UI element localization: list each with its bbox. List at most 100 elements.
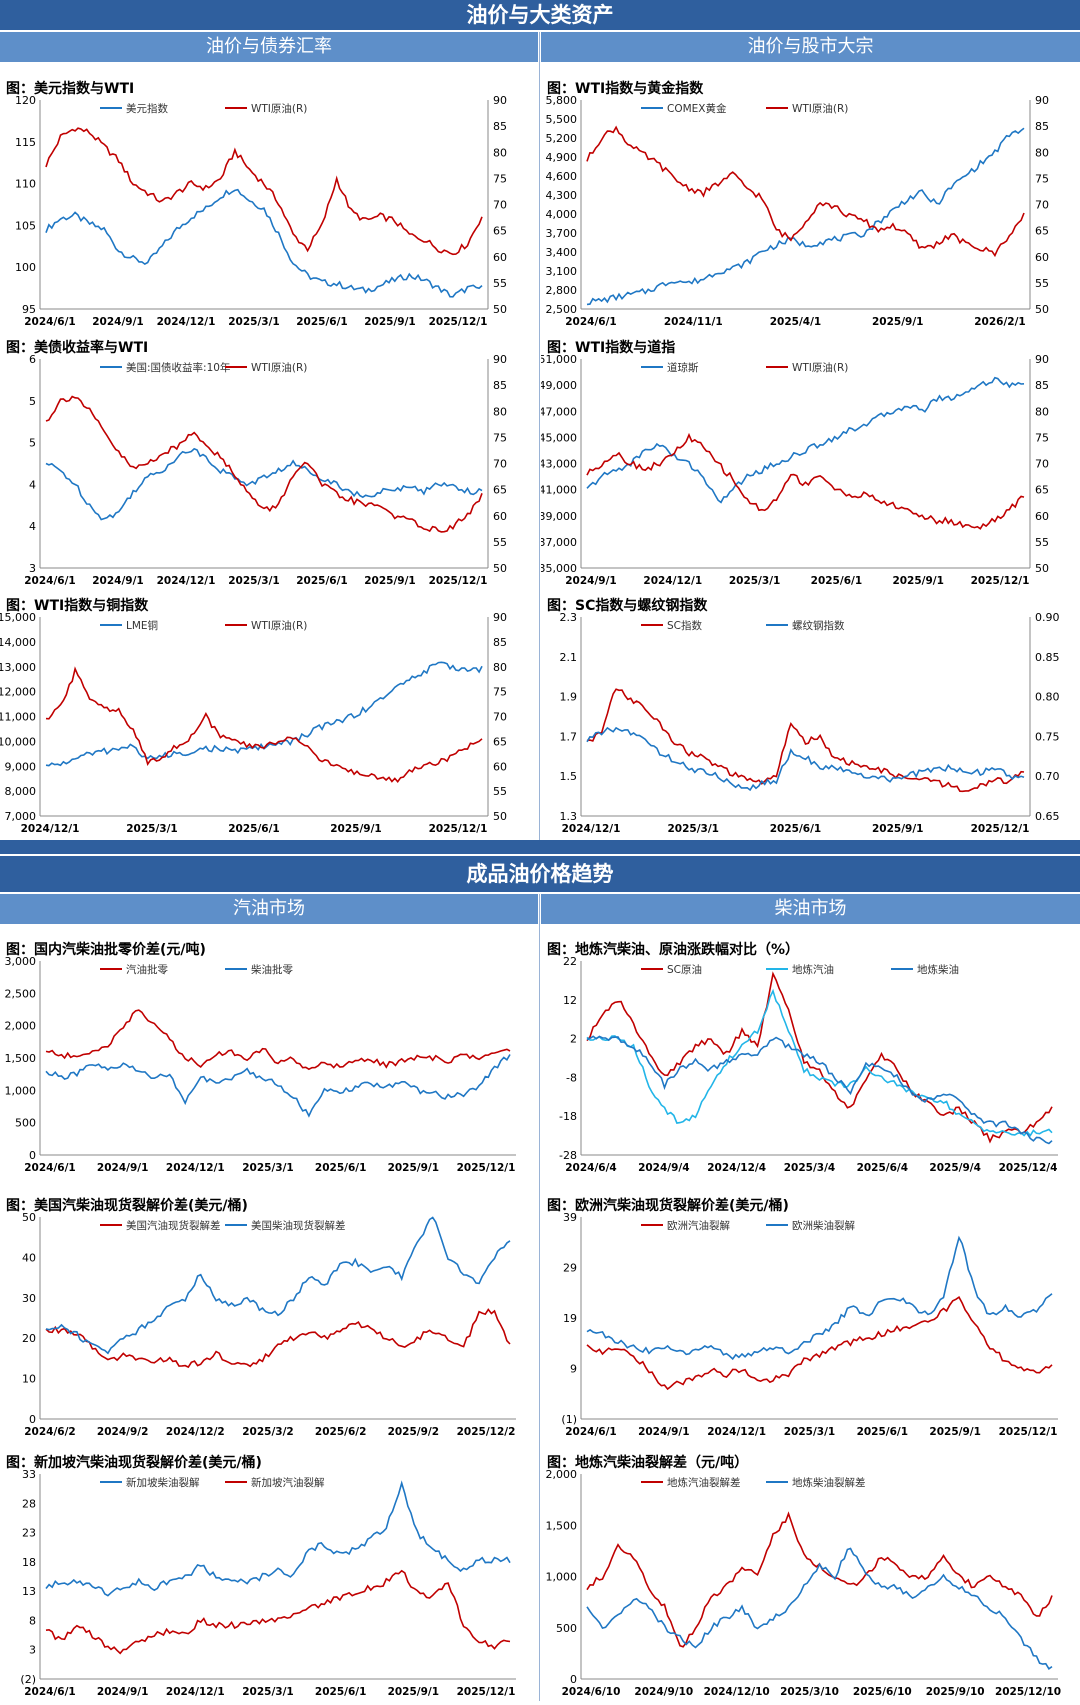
y2-tick-label: 50: [1035, 303, 1049, 316]
x-tick-label: 2025/9/1: [929, 1426, 981, 1438]
y-tick-label: 2,500: [546, 303, 578, 316]
y-tick-label: 2.1: [560, 651, 578, 664]
chart-svg: 7,000 8,000 9,000 10,000 11,000 12,000 13,000 1…: [0, 611, 507, 835]
y-tick-label: 12,000: [0, 686, 36, 699]
chart-title: 图：WTI指数与黄金指数: [547, 81, 704, 97]
y-tick-label: 11,000: [0, 711, 36, 724]
legend-label: SC指数: [667, 619, 702, 632]
x-tick-label: 2025/4/1: [770, 316, 822, 328]
legend-label: WTI原油(R): [251, 361, 307, 374]
y2-tick-label: 90: [493, 94, 507, 107]
series-line-0: [45, 447, 483, 521]
y2-tick-label: 80: [1035, 146, 1049, 159]
y-tick-label: 2,800: [546, 284, 578, 297]
y-tick-label: 9: [570, 1363, 577, 1376]
chart-title: 图：美国汽柴油现货裂解价差(美元/桶): [6, 1198, 248, 1214]
series-line-0: [586, 971, 1053, 1144]
x-tick-label: 2025/3/1: [242, 1686, 294, 1698]
y-tick-label: 1.9: [560, 691, 578, 704]
section-separator: [0, 840, 1080, 854]
y-tick-label: 3: [29, 1644, 36, 1657]
y-tick-label: 10,000: [0, 735, 36, 748]
y2-tick-label: 65: [493, 735, 507, 748]
x-tick-label: 2025/9/4: [929, 1162, 981, 1174]
series-line-2: [586, 1035, 1053, 1145]
x-tick-label: 2024/9/4: [638, 1162, 690, 1174]
x-tick-label: 2024/6/1: [24, 1162, 76, 1174]
series-line-1: [586, 726, 1025, 792]
y2-tick-label: 90: [1035, 94, 1049, 107]
chart-panel-ust-wti: 图：美债收益率与WTI 3 4 4 5 5 6 50 55 60 65 70 75 80 85 90 2024/…: [0, 335, 538, 590]
legend-label: 欧洲柴油裂解: [792, 1219, 855, 1232]
chart-panel-us-crack: 图：美国汽柴油现货裂解价差(美元/桶) 0 10 20 30 40 50 2024/6/2 20…: [0, 1193, 538, 1441]
legend-label: 地炼柴油: [917, 963, 959, 976]
x-tick-label: 2025/3/1: [729, 575, 781, 587]
chart-svg: (2) 3 8 13 18 23 28 33 2024/6/1 2024/9/1 2024/12/1…: [20, 1468, 516, 1698]
x-tick-label: 2024/12/1: [707, 1426, 766, 1438]
y2-tick-label: 65: [493, 225, 507, 238]
x-tick-label: 2025/12/1: [971, 575, 1030, 587]
chart-panel-wti-gold: 图：WTI指数与黄金指数 2,500 2,800 3,100 3,400 3,700 4,0…: [541, 76, 1080, 331]
y-tick-label: 3,400: [546, 246, 578, 259]
y2-tick-label: 0.80: [1035, 691, 1060, 704]
y-tick-label: 1,500: [5, 1052, 37, 1065]
series-line-1: [586, 432, 1025, 530]
chart-svg: 0 500 1,000 1,500 2,000 2024/6/10 2024/9/10 202…: [546, 1468, 1062, 1698]
y2-tick-label: 60: [493, 510, 507, 523]
x-tick-label: 2024/12/1: [157, 316, 216, 328]
y2-tick-label: 0.70: [1035, 770, 1060, 783]
x-tick-label: 2025/12/1: [971, 823, 1030, 835]
y2-tick-label: 75: [1035, 172, 1049, 185]
x-tick-label: 2025/3/1: [126, 823, 178, 835]
y-tick-label: 33: [22, 1468, 36, 1481]
y-tick-label: 4,000: [546, 208, 578, 221]
series-line-0: [586, 127, 1025, 306]
legend-label: 新加坡柴油裂解: [126, 1476, 200, 1489]
y-tick-label: 4,300: [546, 189, 578, 202]
series-line-0: [586, 1511, 1053, 1648]
x-tick-label: 2025/12/1: [429, 575, 488, 587]
x-tick-label: 2025/9/1: [388, 1162, 440, 1174]
right-section-header: 油价与股市大宗: [541, 32, 1080, 62]
legend-label: WTI原油(R): [251, 102, 307, 115]
x-tick-label: 2025/3/1: [228, 575, 280, 587]
legend-label: 螺纹钢指数: [792, 619, 845, 632]
x-tick-label: 2025/9/1: [364, 575, 416, 587]
x-tick-label: 2026/2/1: [974, 316, 1026, 328]
legend-label: COMEX黄金: [667, 102, 727, 115]
legend-label: LME铜: [126, 620, 158, 632]
y-tick-label: 115: [15, 136, 36, 149]
series-line-0: [45, 1009, 511, 1071]
y2-tick-label: 70: [493, 711, 507, 724]
gasoline-section-header: 汽油市场: [0, 894, 538, 924]
x-tick-label: 2025/3/2: [242, 1426, 294, 1438]
y-tick-label: 49,000: [541, 379, 577, 392]
y2-tick-label: 70: [493, 199, 507, 212]
y-tick-label: 1.7: [560, 730, 578, 743]
x-tick-label: 2024/9/1: [97, 1162, 149, 1174]
y-tick-label: 28: [22, 1497, 36, 1510]
right-section-label: 油价与股市大宗: [747, 36, 874, 57]
series-line-0: [45, 661, 483, 767]
x-tick-label: 2025/9/2: [388, 1426, 440, 1438]
x-tick-label: 2025/12/1: [429, 823, 488, 835]
legend-label: 汽油批零: [126, 963, 168, 976]
y2-tick-label: 65: [493, 484, 507, 497]
chart-svg: 2,500 2,800 3,100 3,400 3,700 4,000 4,300 4,600…: [546, 94, 1050, 328]
y-tick-label: 5: [29, 437, 36, 450]
chart-panel-local-crack: 图：地炼汽柴油裂解差（元/吨） 0 500 1,000 1,500 2,000 2024/6…: [541, 1450, 1080, 1701]
y-tick-label: -18: [559, 1110, 577, 1123]
y-tick-label: 13: [22, 1585, 36, 1598]
x-tick-label: 2024/6/1: [24, 1686, 76, 1698]
legend-label: 美国汽油现货裂解差: [126, 1219, 221, 1232]
chart-title: 图：SC指数与螺纹钢指数: [547, 598, 708, 614]
x-tick-label: 2024/6/1: [565, 1426, 617, 1438]
chart-title: 图：欧洲汽柴油现货裂解价差(美元/桶): [547, 1198, 789, 1214]
y-tick-label: 23: [22, 1527, 36, 1540]
x-tick-label: 2025/6/1: [315, 1686, 367, 1698]
y-tick-label: 1,000: [546, 1571, 578, 1584]
y-tick-label: 105: [15, 219, 36, 232]
y-tick-label: 1.3: [560, 810, 578, 823]
y2-tick-label: 0.90: [1035, 611, 1060, 624]
